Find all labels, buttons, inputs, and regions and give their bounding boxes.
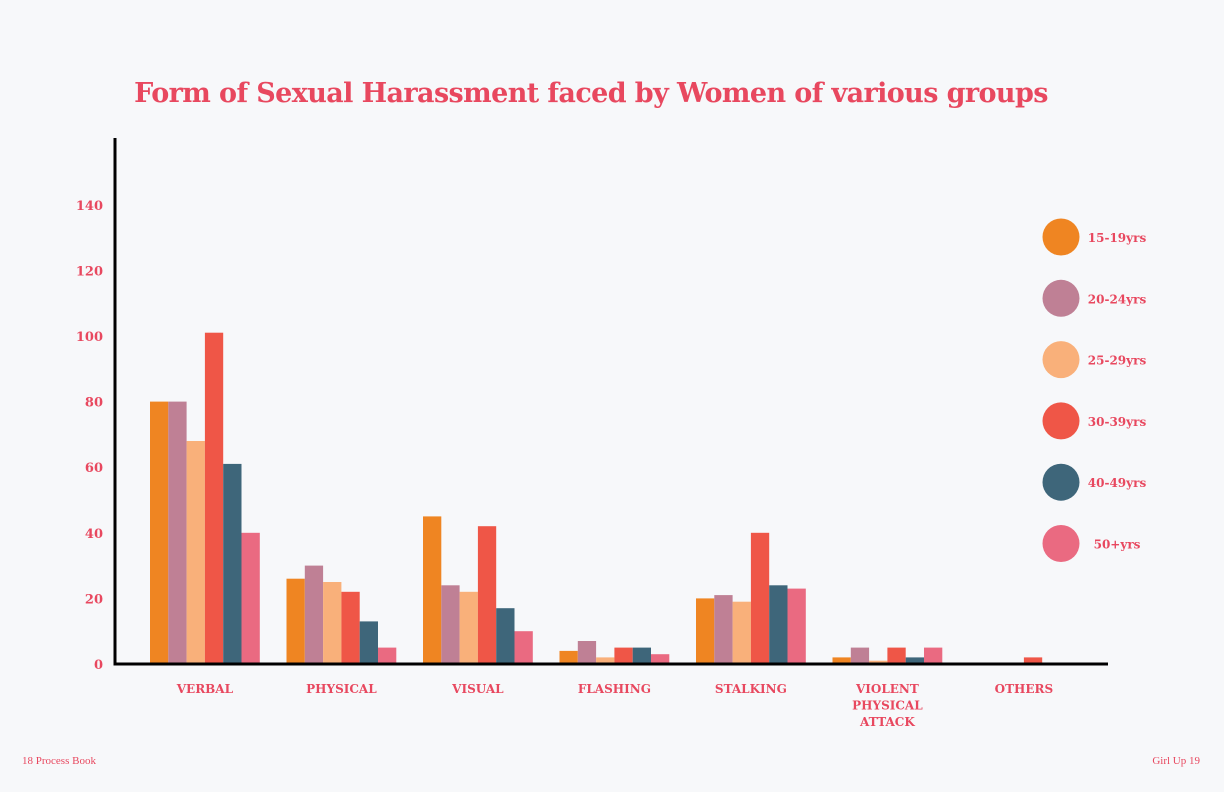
bar-50+yrs-1 <box>378 647 397 664</box>
bar-40-49yrs-5 <box>905 657 924 664</box>
x-tick-label: STALKING <box>715 682 787 696</box>
bar-40-49yrs-1 <box>359 621 378 664</box>
bar-40-49yrs-0 <box>223 463 242 664</box>
bar-25-29yrs-4 <box>732 601 751 664</box>
legend-label: 20-24yrs <box>1088 292 1147 306</box>
bar-50+yrs-4 <box>787 588 806 664</box>
legend-label: 40-49yrs <box>1088 476 1147 490</box>
legend-swatch <box>1042 341 1080 379</box>
bar-50+yrs-5 <box>924 647 943 664</box>
bar-25-29yrs-1 <box>323 582 342 664</box>
bar-20-24yrs-0 <box>168 401 187 664</box>
bar-50+yrs-0 <box>241 532 260 664</box>
bar-30-39yrs-2 <box>477 526 497 664</box>
bar-20-24yrs-5 <box>850 647 870 664</box>
y-tick-labels: 0 20 40 60 80 100 120 140 <box>76 199 103 673</box>
axes-layer <box>113 138 1108 666</box>
bar-30-39yrs-0 <box>204 332 224 664</box>
legend-swatch <box>1042 525 1080 562</box>
x-tick-label: VERBAL <box>176 682 234 696</box>
legend-swatch <box>1042 218 1080 256</box>
bar-40-49yrs-3 <box>632 647 651 664</box>
x-tick-label: OTHERS <box>995 682 1054 696</box>
bar-20-24yrs-3 <box>577 641 597 664</box>
y-tick-label: 20 <box>85 592 103 607</box>
x-tick-label: ATTACK <box>859 715 915 729</box>
bar-25-29yrs-3 <box>596 657 615 664</box>
bar-30-39yrs-5 <box>887 647 906 664</box>
bar-40-49yrs-2 <box>496 608 515 664</box>
legend-swatch <box>1042 402 1080 440</box>
legend-label: 15-19yrs <box>1088 231 1147 245</box>
bar-15-19yrs-0 <box>150 401 169 664</box>
legend: 15-19yrs 20-24yrs 25-29yrs 30-39yrs 40-49yrs… <box>1042 218 1147 562</box>
x-tick-labels: VERBAL PHYSICAL VISUAL FLASHING STALKING VIOL… <box>176 682 1053 729</box>
bar-40-49yrs-4 <box>769 585 788 664</box>
legend-label: 30-39yrs <box>1088 415 1147 429</box>
bar-25-29yrs-2 <box>459 591 478 664</box>
x-tick-label: PHYSICAL <box>852 699 923 713</box>
footer-left: 18 Process Book <box>22 755 96 767</box>
x-tick-label: FLASHING <box>578 682 651 696</box>
y-tick-label: 40 <box>85 527 103 542</box>
bar-20-24yrs-4 <box>714 595 733 664</box>
y-tick-label: 140 <box>76 199 103 214</box>
bar-50+yrs-2 <box>514 631 533 664</box>
y-tick-label: 120 <box>76 264 103 279</box>
bar-15-19yrs-2 <box>423 516 442 664</box>
bar-15-19yrs-1 <box>286 578 305 664</box>
bar-15-19yrs-4 <box>696 598 715 664</box>
bar-20-24yrs-2 <box>441 585 460 664</box>
bar-30-39yrs-4 <box>750 532 770 664</box>
bar-50+yrs-3 <box>651 654 670 664</box>
y-tick-label: 100 <box>76 330 103 345</box>
bar-25-29yrs-0 <box>186 441 205 664</box>
legend-label: 25-29yrs <box>1088 354 1147 368</box>
legend-swatch <box>1042 463 1080 501</box>
bar-30-39yrs-3 <box>614 647 633 664</box>
y-tick-label: 60 <box>85 461 103 476</box>
bar-25-29yrs-5 <box>869 660 888 664</box>
bar-20-24yrs-1 <box>304 565 324 664</box>
legend-label: 50+yrs <box>1094 538 1141 552</box>
x-tick-label: VIOLENT <box>855 682 919 696</box>
footer-right: Girl Up 19 <box>1152 755 1200 767</box>
bar-15-19yrs-3 <box>559 650 578 664</box>
x-tick-label: VISUAL <box>451 682 504 696</box>
bar-15-19yrs-5 <box>832 657 851 664</box>
x-tick-label: PHYSICAL <box>306 682 377 696</box>
y-tick-label: 0 <box>94 658 103 673</box>
chart-title: Form of Sexual Harassment faced by Women… <box>134 78 1048 109</box>
bar-30-39yrs-1 <box>341 591 360 664</box>
bars-layer <box>150 332 1043 664</box>
y-tick-label: 80 <box>85 396 103 411</box>
bar-30-39yrs-6 <box>1023 657 1043 664</box>
legend-swatch <box>1042 279 1080 317</box>
